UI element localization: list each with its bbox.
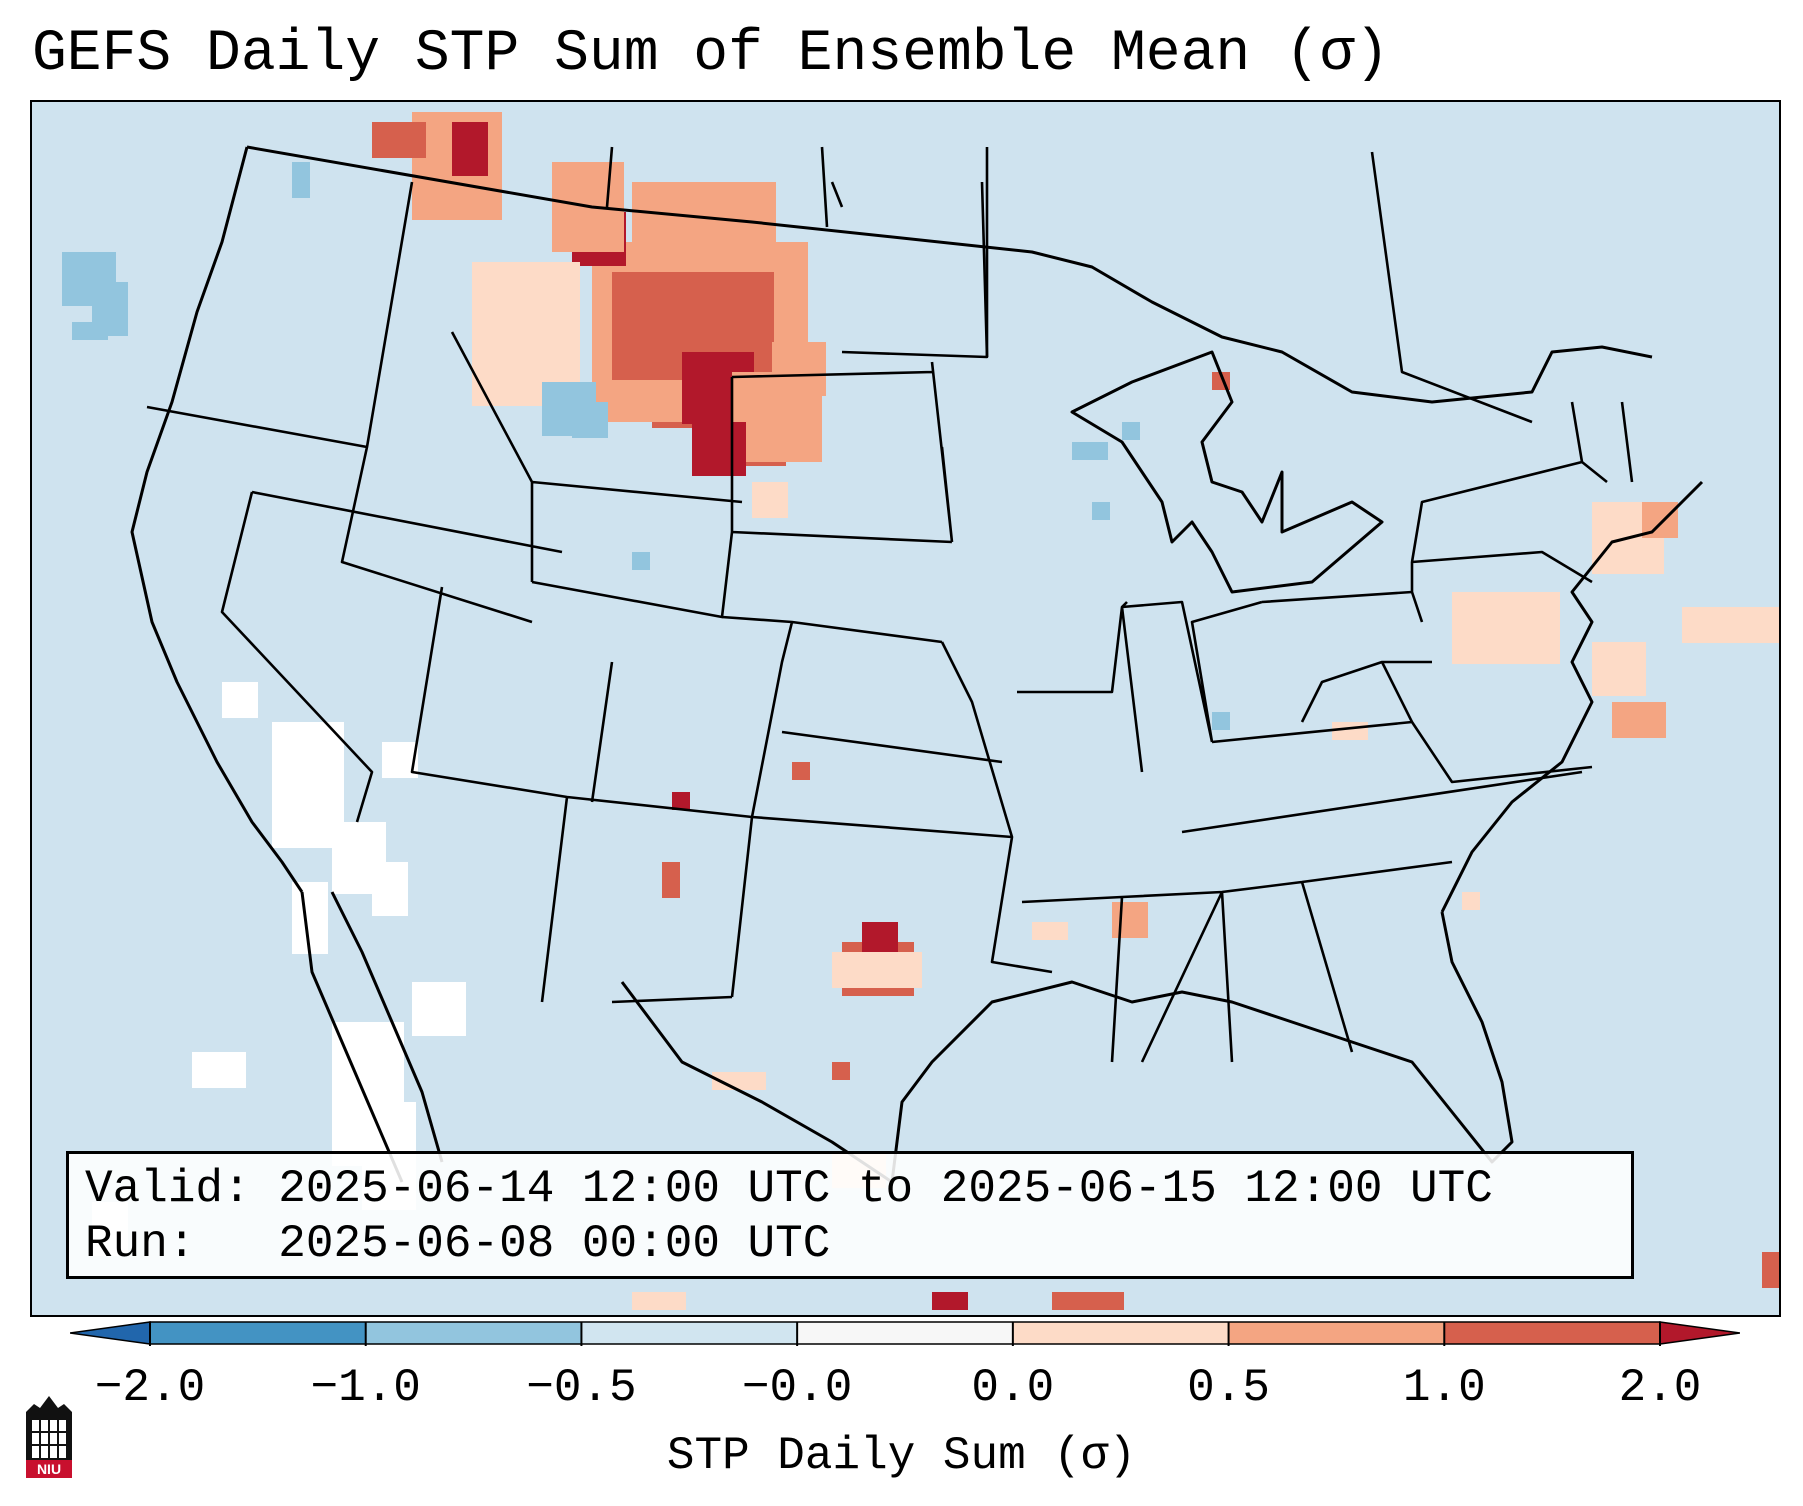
colorbar-tick-label: 0.0 (971, 1362, 1055, 1414)
canada-lines (605, 146, 1533, 424)
stp-cell-patch (772, 342, 826, 396)
colorbar-bin (797, 1322, 1013, 1344)
mexico-west-coast (330, 891, 444, 1163)
stp-cell-patch (372, 122, 426, 158)
stp-cell-patch (1332, 722, 1368, 740)
stp-cell-patch (1072, 442, 1108, 460)
stp-cell-patch (292, 162, 310, 198)
valid-label: Valid: (85, 1163, 251, 1215)
gulf-coast (620, 911, 1514, 1184)
colorbar-extend-low (70, 1321, 151, 1345)
stp-cell-patch (1212, 712, 1230, 730)
stp-cell-patch (712, 1072, 766, 1090)
colorbar-tick-label: −0.0 (741, 1362, 853, 1414)
colorbar-label: STP Daily Sum (σ) (666, 1430, 1137, 1482)
stp-cell-patch (572, 402, 608, 438)
colorbar-bin (581, 1322, 798, 1344)
stp-cell-patch (1612, 702, 1666, 738)
colorbar-tick-label: 0.5 (1187, 1362, 1270, 1414)
stp-cell-patch (672, 792, 690, 810)
valid-row: Valid: 2025-06-14 12:00 UTC to 2025-06-1… (85, 1162, 1631, 1217)
colorbar-bin (365, 1322, 582, 1344)
colorbar-bin (1012, 1322, 1229, 1344)
baja-peninsula (300, 891, 404, 1183)
stp-cell-patch (1452, 592, 1560, 664)
colorbar-bin (150, 1322, 366, 1344)
stp-cell-patch (832, 952, 922, 988)
atlantic-coast (1440, 480, 1704, 913)
stp-cell-patch (632, 1292, 686, 1310)
stp-cell-patch (412, 982, 466, 1036)
stp-cell-patch (662, 862, 680, 898)
stp-cell-patch (752, 482, 788, 518)
stp-anomaly-field (62, 112, 1779, 1310)
colorbar-tick-label: −0.5 (526, 1362, 637, 1414)
pacific-coast (130, 146, 304, 893)
colorbar-tick-label: 2.0 (1618, 1362, 1702, 1414)
colorbar-extend-high (1659, 1321, 1740, 1345)
stp-cell-patch (1052, 1292, 1124, 1310)
stp-cell-patch (452, 122, 488, 176)
stp-cell-patch (792, 762, 810, 780)
stp-cell-patch (292, 882, 328, 954)
stp-cell-patch (72, 322, 108, 340)
run-label: Run: (85, 1218, 196, 1270)
stp-cell-patch (222, 682, 258, 718)
stp-cell-patch (1122, 422, 1140, 440)
valid-value: 2025-06-14 12:00 UTC to 2025-06-15 12:00… (278, 1163, 1493, 1215)
run-value: 2025-06-08 00:00 UTC (278, 1218, 831, 1270)
stp-cell-patch (1462, 892, 1480, 910)
great-lakes (1070, 350, 1384, 594)
stp-cell-patch (692, 422, 746, 476)
us-canada-border (246, 145, 1653, 404)
colorbar-bins (70, 1321, 1740, 1345)
state-lines (146, 181, 1634, 1063)
map-svg (62, 112, 1779, 1310)
stp-cell-patch (932, 1292, 968, 1310)
valid-time-box: Valid: 2025-06-14 12:00 UTC to 2025-06-1… (66, 1151, 1634, 1279)
colorbar-bin (1228, 1322, 1445, 1344)
colorbar-tick-label: −2.0 (94, 1362, 206, 1414)
colorbar (70, 1321, 1740, 1346)
stp-cell-patch (1092, 502, 1110, 520)
map-panel (30, 100, 1781, 1317)
run-row: Run: 2025-06-08 00:00 UTC (85, 1217, 1631, 1272)
stp-cell-patch (632, 552, 650, 570)
colorbar-bin (1444, 1322, 1660, 1344)
stp-cell-patch (1592, 642, 1646, 696)
colorbar-tick-label: −1.0 (310, 1362, 421, 1414)
stp-cell-patch (1762, 1252, 1779, 1288)
colorbar-tick-label: 1.0 (1402, 1362, 1486, 1414)
chart-title: GEFS Daily STP Sum of Ensemble Mean (σ) (32, 22, 1390, 87)
logo-text: NIU (37, 1461, 61, 1477)
stp-cell-patch (832, 1062, 850, 1080)
stp-cell-patch (372, 862, 408, 916)
map-boundaries (130, 145, 1704, 1184)
stp-cell-patch (1682, 607, 1779, 643)
niu-logo: NIU (26, 1396, 72, 1478)
stp-cell-patch (192, 1052, 246, 1088)
stp-cell-patch (1112, 902, 1148, 938)
colorbar-ticks (149, 1322, 1661, 1346)
stp-cell-patch (1032, 922, 1068, 940)
